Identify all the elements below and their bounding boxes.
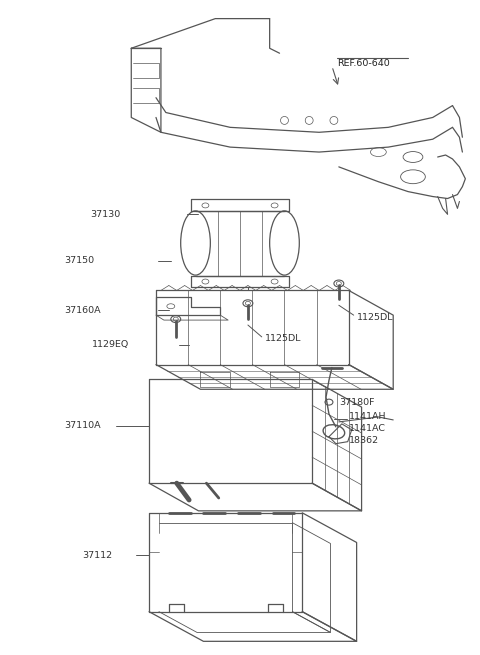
Text: 37110A: 37110A [64,421,101,430]
Text: 37150: 37150 [64,256,94,265]
Text: 1129EQ: 1129EQ [92,341,129,349]
Text: 1141AC: 1141AC [349,424,386,434]
Text: 37130: 37130 [90,210,120,219]
Text: 37180F: 37180F [339,398,374,407]
Text: 1141AH: 1141AH [349,413,386,421]
Text: 37112: 37112 [82,551,112,560]
Text: 1125DL: 1125DL [357,312,393,322]
Text: 1125DL: 1125DL [264,334,301,343]
Text: 37160A: 37160A [64,306,101,314]
Text: REF.60-640: REF.60-640 [337,58,390,67]
Text: 18362: 18362 [349,436,379,445]
